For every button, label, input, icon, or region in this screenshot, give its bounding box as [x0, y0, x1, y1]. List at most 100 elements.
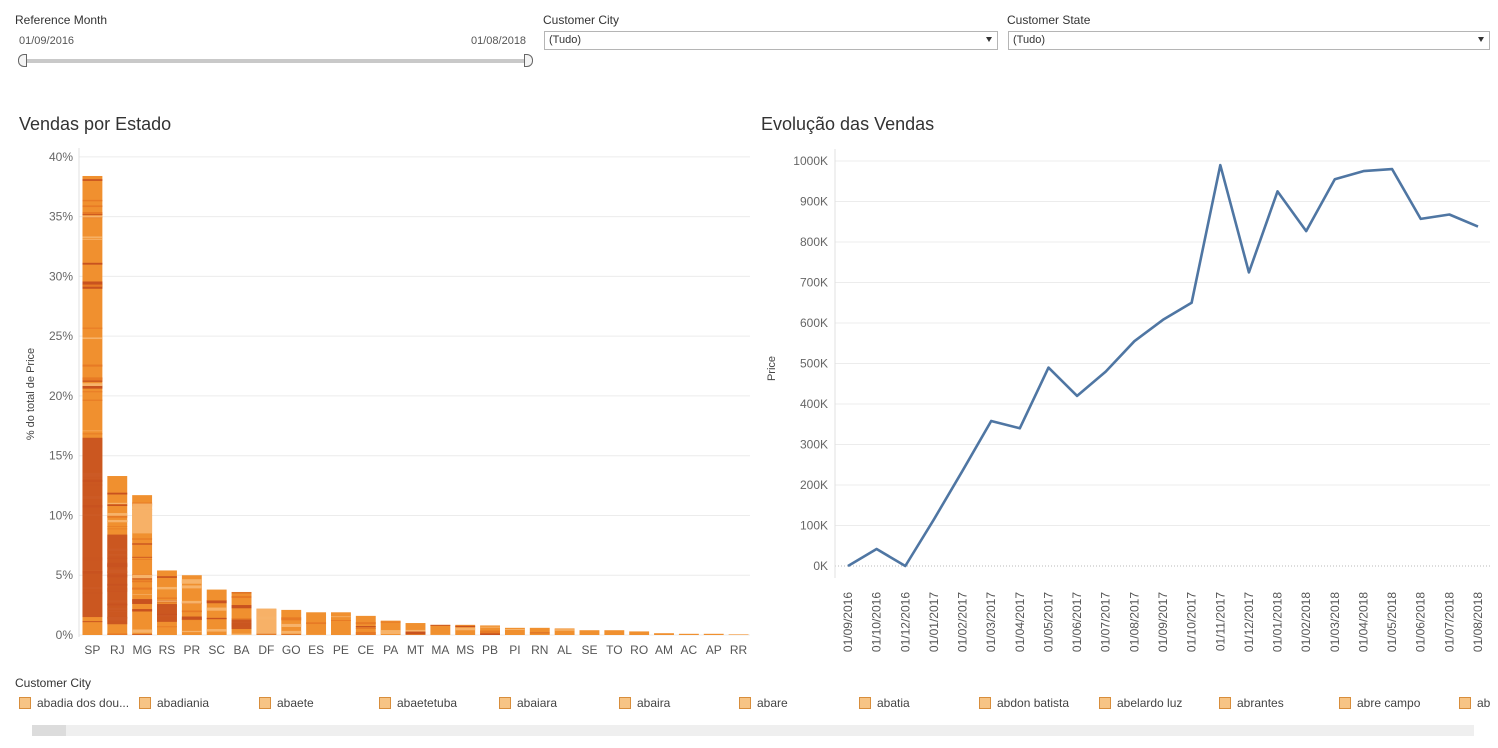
bar-sc[interactable] — [206, 589, 227, 635]
legend-item[interactable]: abdon batista — [979, 696, 1069, 710]
bar-segment — [157, 576, 177, 578]
bar-rn[interactable] — [529, 627, 550, 635]
bar-segment — [480, 633, 500, 635]
bar-segment — [181, 616, 202, 620]
x-tick-label: RS — [159, 643, 176, 657]
bar-segment — [132, 594, 153, 595]
legend-item[interactable]: abadiania — [139, 696, 209, 710]
bar-segment — [82, 179, 103, 181]
legend-swatch — [619, 697, 631, 709]
bar-segment — [132, 574, 153, 579]
bar-am[interactable] — [654, 633, 674, 635]
legend-item[interactable]: abre campo — [1339, 696, 1420, 710]
bar-segment — [132, 600, 153, 604]
bar-segment — [157, 586, 177, 590]
bar-segment — [82, 285, 103, 289]
bar-segment — [82, 327, 103, 329]
bar-segment — [82, 377, 103, 380]
bar-ac[interactable] — [678, 633, 699, 635]
x-tick-label: 01/12/2017 — [1242, 592, 1256, 652]
bar-segment — [355, 622, 376, 625]
legend-item[interactable]: abadia dos dou... — [19, 696, 129, 710]
y-tick-label: 900K — [800, 195, 828, 209]
scrollbar-thumb[interactable] — [32, 725, 66, 736]
customer-city-dropdown[interactable]: (Tudo) — [544, 31, 998, 50]
legend-swatch — [259, 697, 271, 709]
bar-segment — [231, 595, 252, 599]
bar-se[interactable] — [579, 630, 600, 635]
bar-segment — [132, 599, 153, 602]
x-tick-label: RN — [531, 643, 548, 657]
reference-month-slider[interactable] — [22, 59, 528, 63]
bar-segment — [554, 629, 575, 631]
slider-end-handle[interactable] — [524, 54, 533, 67]
legend-item[interactable]: abare — [739, 696, 788, 710]
x-tick-label: GO — [282, 643, 301, 657]
bar-segment — [82, 399, 103, 401]
legend-swatch — [379, 697, 391, 709]
bar-go[interactable] — [281, 609, 302, 635]
slider-start-handle[interactable] — [18, 54, 27, 67]
bar-segment — [82, 262, 103, 265]
bar-ap[interactable] — [703, 633, 724, 635]
legend-label: abrantes — [1237, 696, 1284, 710]
x-tick-label: 01/02/2017 — [956, 592, 970, 652]
bar-segment — [181, 600, 202, 604]
bar-segment — [256, 608, 277, 634]
bar-segment — [331, 616, 351, 618]
y-tick-label: 15% — [49, 449, 73, 463]
legend-scrollbar[interactable] — [32, 725, 1474, 736]
bar-ce[interactable] — [355, 615, 376, 635]
bar-to[interactable] — [604, 630, 625, 635]
bar-segment — [355, 626, 376, 628]
x-tick-label: PE — [333, 643, 349, 657]
x-tick-label: MA — [431, 643, 449, 657]
bar-segment — [480, 626, 500, 628]
line-chart: 0K 100K 200K 300K 400K 500K 600K 700K 800K 900K 10… — [766, 149, 1490, 652]
legend-label: abadiania — [157, 696, 210, 710]
y-tick-label: 10% — [49, 508, 73, 522]
bar-mt[interactable] — [405, 623, 426, 635]
legend-item[interactable]: abelardo luz — [1099, 696, 1182, 710]
x-tick-label: 01/01/2018 — [1271, 592, 1285, 652]
x-tick-label: SP — [84, 643, 100, 657]
legend-item[interactable]: ab — [1459, 696, 1490, 710]
bar-segment — [107, 534, 128, 625]
bar-segment — [82, 337, 103, 340]
legend-label: abdon batista — [997, 696, 1070, 710]
bar-ma[interactable] — [430, 624, 451, 635]
chevron-down-icon — [986, 37, 992, 42]
legend-swatch — [139, 697, 151, 709]
bar-pe[interactable] — [331, 612, 351, 635]
legend-item[interactable]: abaiara — [499, 696, 557, 710]
bar-pb[interactable] — [480, 625, 500, 635]
bar-pr[interactable] — [181, 575, 202, 635]
legend-item[interactable]: abaira — [619, 696, 670, 710]
bar-segment — [231, 592, 252, 594]
bar-rr[interactable] — [728, 634, 749, 636]
bar-al[interactable] — [554, 628, 575, 635]
x-tick-label: 01/05/2017 — [1041, 592, 1055, 652]
x-tick-label: TO — [606, 643, 622, 657]
legend-title: Customer City — [15, 676, 92, 690]
bar-segment — [82, 433, 103, 435]
legend-item[interactable]: abaete — [259, 696, 314, 710]
y-tick-label: 40% — [49, 150, 73, 164]
sales-line[interactable] — [847, 163, 1479, 568]
y-tick-label: 700K — [800, 276, 828, 290]
legend-swatch — [499, 697, 511, 709]
x-tick-label: 01/06/2017 — [1070, 592, 1084, 652]
customer-state-dropdown[interactable]: (Tudo) — [1008, 31, 1490, 50]
bar-rs[interactable] — [157, 570, 177, 635]
legend-item[interactable]: abaetetuba — [379, 696, 457, 710]
bar-ro[interactable] — [629, 631, 650, 635]
bar-segment — [355, 627, 376, 630]
legend-label: abre campo — [1357, 696, 1421, 710]
bar-pi[interactable] — [504, 627, 525, 635]
bar-segment — [132, 634, 153, 635]
legend-item[interactable]: abatia — [859, 696, 910, 710]
legend-item[interactable]: abrantes — [1219, 696, 1284, 710]
x-tick-label: RR — [730, 643, 748, 657]
bar-segment — [405, 631, 426, 635]
legend-label: abaiara — [517, 696, 558, 710]
